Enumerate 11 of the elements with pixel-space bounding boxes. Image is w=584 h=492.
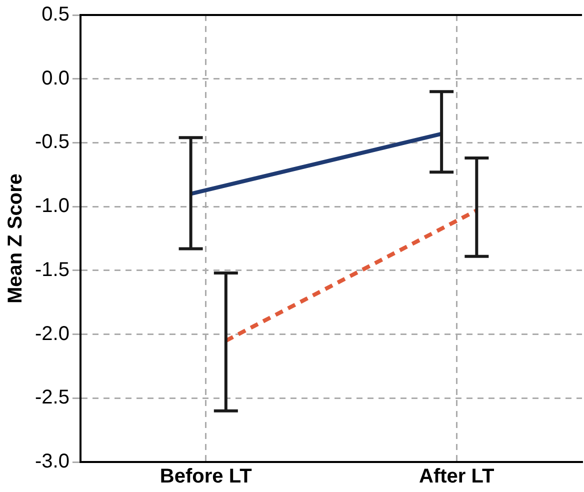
y-tick-label: -2.5: [34, 386, 70, 409]
y-tick-label: 0.5: [42, 4, 70, 26]
y-tick-label: -2.0: [34, 322, 70, 345]
y-tick-label: 0.0: [42, 67, 70, 90]
y-tick-label: -3.0: [34, 450, 70, 473]
y-tick-label: -1.0: [34, 195, 70, 218]
x-tick-label: After LT: [419, 466, 494, 488]
y-tick-label: -0.5: [34, 131, 70, 154]
y-axis-title: Mean Z Score: [4, 173, 27, 304]
y-tick-label: -1.5: [34, 258, 70, 281]
x-tick-label: Before LT: [160, 466, 252, 488]
